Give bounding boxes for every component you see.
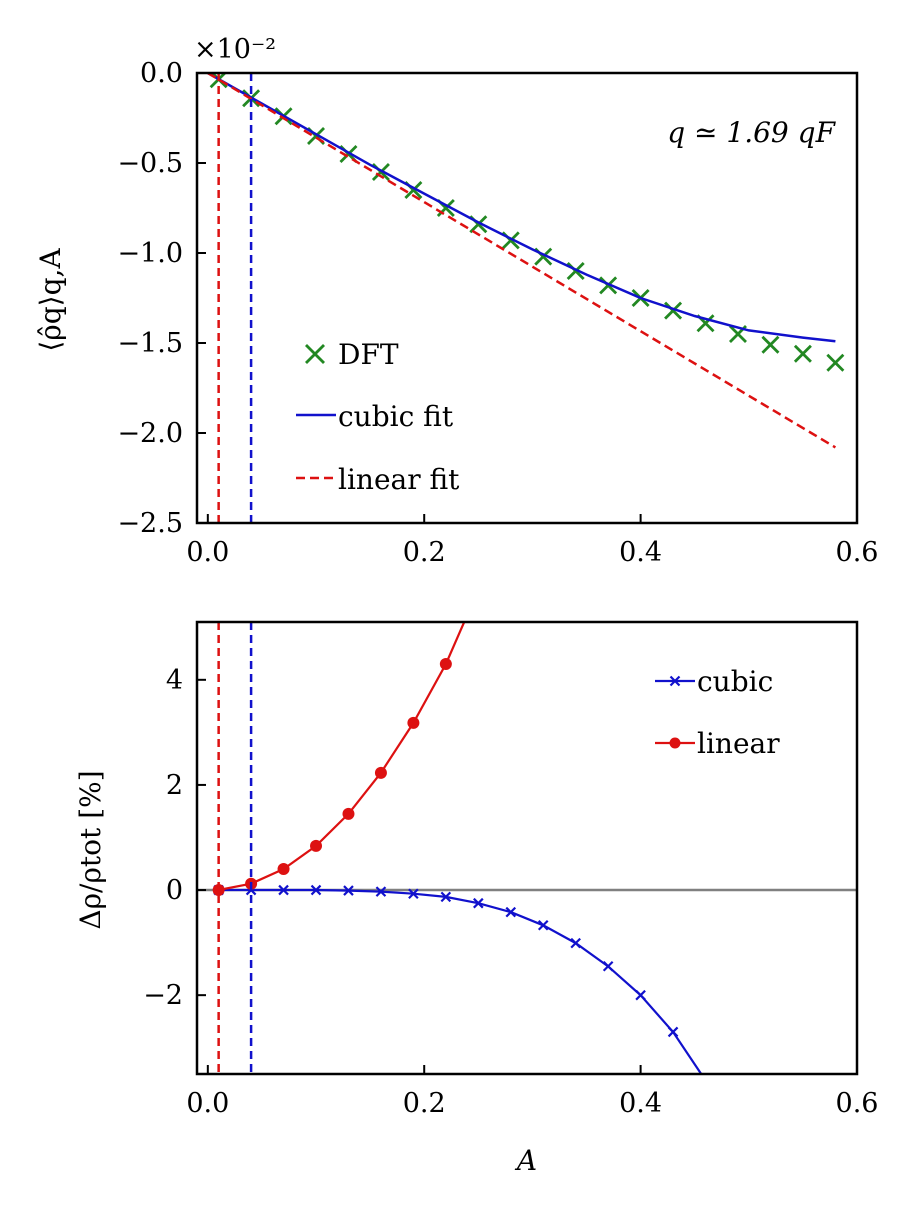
top-y-tick-label-0: 0.0: [140, 58, 183, 89]
top-series-DFT-point-12: [599, 276, 618, 295]
bottom-series-cubic-point-14: [667, 1026, 679, 1038]
top-legend-cubic-fit-label: cubic fit: [338, 400, 454, 433]
bottom-legend: cubic linear: [655, 665, 780, 760]
bottom-series-linear-point-4: [342, 807, 355, 820]
bottom-y-tick-label-1: 2: [166, 770, 183, 801]
bottom-legend-linear-label: linear: [697, 727, 780, 760]
bottom-y-axis-label: Δρ/ρtot [%]: [74, 770, 107, 929]
top-series-DFT-point-17: [761, 335, 780, 354]
top-y-tick-label-5: −2.5: [117, 508, 183, 539]
top-annotation: q ≃ 1.69 qF: [667, 116, 836, 149]
top-y-tick-label-1: −0.5: [117, 148, 183, 179]
top-ticks: 0.0 0.2 0.4 0.6 0.0 −0.5 −1.0 −1.5 −2.0 −2.5: [117, 58, 878, 568]
bottom-series-linear-point-6: [407, 716, 420, 729]
top-x-tick-label-3: 0.6: [836, 537, 879, 568]
bottom-x-tick-label-1: 0.2: [403, 1088, 446, 1119]
bottom-series-cubic-point-10: [537, 919, 549, 931]
bottom-series-cubic-point-6: [408, 888, 419, 900]
bottom-y-tick-label-2: 0: [166, 875, 183, 906]
bottom-series-cubic-point-8: [473, 897, 484, 909]
top-y-tick-label-3: −1.5: [117, 328, 183, 359]
bottom-y-tick-label-3: −2: [143, 980, 183, 1011]
bottom-series-linear-point-0: [212, 884, 225, 897]
top-series-DFT-point-14: [664, 301, 683, 320]
top-x-tick-label-1: 0.2: [403, 537, 446, 568]
top-x-tick-label-2: 0.4: [619, 537, 662, 568]
top-y-axis-label: ⟨ρ̂q⟩q,A: [34, 248, 67, 352]
top-y-tick-label-2: −1.0: [117, 238, 183, 269]
bottom-plot-area: [197, 622, 857, 1074]
bottom-series-linear-point-7: [439, 658, 452, 671]
top-legend-DFT-marker: [305, 344, 325, 364]
bottom-x-tick-label-3: 0.6: [836, 1088, 879, 1119]
top-axes-frame: [195, 71, 859, 525]
top-legend: DFT cubic fit linear fit: [296, 338, 460, 496]
bottom-series-linear-point-2: [277, 863, 290, 876]
bottom-series-cubic-point-2: [278, 884, 289, 896]
bottom-series-cubic-point-9: [505, 906, 517, 918]
bottom-series-cubic-point-4: [343, 885, 354, 896]
top-y-scale-label: ×10⁻²: [194, 34, 276, 65]
bottom-series-linear-point-3: [310, 839, 323, 852]
bottom-ticks: 0.0 0.2 0.4 0.6 4 2 0 −2: [143, 665, 878, 1119]
top-legend-DFT-label: DFT: [338, 338, 399, 371]
bottom-series-linear-line: [218, 622, 466, 892]
bottom-series-linear-point-5: [374, 766, 387, 779]
top-series-DFT-point-18: [793, 344, 812, 363]
top-plot-area: [207, 73, 845, 523]
bottom-panel: 0.0 0.2 0.4 0.6 4 2 0 −2 A Δρ/ρtot [%] cubic lin…: [74, 620, 878, 1177]
bottom-legend-cubic-label: cubic: [697, 665, 773, 698]
top-series-DFT-point-11: [566, 262, 585, 280]
bottom-series-cubic-point-12: [602, 960, 614, 972]
bottom-series-cubic-point-11: [570, 937, 581, 949]
top-series-DFT-point-19: [826, 353, 845, 372]
top-series-cubic-fit-line: [207, 73, 836, 343]
bottom-series-cubic-point-3: [310, 884, 322, 896]
bottom-legend-linear-marker: [669, 737, 681, 749]
bottom-y-tick-label-0: 4: [166, 665, 183, 696]
bottom-series-cubic-point-5: [375, 886, 387, 897]
top-panel: 0.0 0.2 0.4 0.6 0.0 −0.5 −1.0 −1.5 −2.0 −2.5 ×10⁻…: [34, 34, 878, 568]
bottom-axes-frame: [195, 620, 859, 1076]
top-x-tick-label-0: 0.0: [186, 537, 229, 568]
bottom-series-cubic-point-7: [440, 891, 452, 903]
bottom-legend-cubic-marker: [669, 675, 681, 687]
bottom-series-cubic-line: [218, 888, 703, 1074]
bottom-x-axis-label: A: [514, 1144, 537, 1177]
top-legend-linear-fit-label: linear fit: [338, 463, 460, 496]
bottom-series-cubic-point-13: [635, 989, 646, 1001]
bottom-x-tick-label-0: 0.0: [186, 1088, 229, 1119]
top-series-linear-fit-line: [207, 73, 837, 449]
bottom-x-tick-label-2: 0.4: [619, 1088, 662, 1119]
top-y-tick-label-4: −2.0: [117, 418, 183, 449]
